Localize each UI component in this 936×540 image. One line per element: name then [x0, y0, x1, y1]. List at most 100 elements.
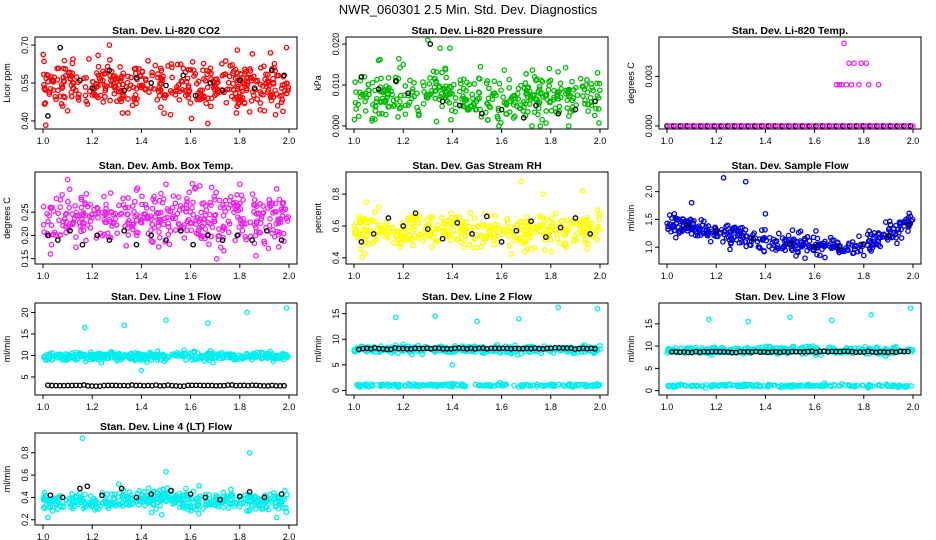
- data-point: [261, 238, 267, 245]
- data-point: [267, 216, 273, 222]
- y-tick-label: 0.6: [20, 469, 30, 482]
- data-point: [95, 356, 101, 363]
- data-point: [503, 111, 510, 118]
- data-point: [736, 228, 743, 235]
- outlier-point: [244, 309, 251, 316]
- data-point: [131, 96, 138, 103]
- data-point: [506, 242, 513, 249]
- data-point: [117, 64, 123, 70]
- data-point: [420, 100, 427, 107]
- x-tick-label: 1.2: [397, 271, 410, 281]
- data-point: [178, 78, 185, 84]
- reference-point: [133, 494, 140, 501]
- data-point: [582, 97, 588, 104]
- page-title: NWR_060301 2.5 Min. Std. Dev. Diagnostic…: [338, 2, 598, 17]
- data-point: [198, 93, 205, 100]
- data-point: [281, 505, 287, 511]
- data-point: [431, 75, 438, 82]
- data-point: [761, 248, 767, 254]
- data-point: [169, 74, 176, 81]
- data-point: [188, 115, 195, 122]
- reference-point: [45, 232, 51, 239]
- data-point: [270, 75, 276, 82]
- data-point: [543, 91, 550, 98]
- outlier-point: [106, 42, 113, 48]
- data-point: [593, 105, 599, 112]
- data-point: [594, 225, 600, 231]
- data-point: [495, 115, 501, 122]
- data-point: [863, 60, 870, 67]
- reference-point: [148, 80, 155, 86]
- reference-point: [587, 231, 594, 237]
- x-tick-label: 1.6: [184, 402, 197, 412]
- data-point: [78, 196, 85, 203]
- data-point: [156, 93, 163, 99]
- data-point: [269, 499, 275, 505]
- outlier-point: [474, 318, 480, 325]
- data-point: [409, 351, 415, 358]
- data-point: [131, 208, 137, 215]
- data-point: [890, 229, 897, 236]
- data-point: [680, 222, 687, 228]
- data-point: [525, 94, 531, 101]
- data-point: [40, 51, 47, 58]
- data-point: [118, 87, 125, 94]
- data-point: [270, 227, 276, 233]
- data-point: [112, 501, 119, 507]
- data-point: [866, 238, 873, 244]
- data-point: [720, 348, 726, 354]
- data-point: [264, 71, 271, 78]
- data-point: [133, 212, 140, 218]
- data-point: [368, 381, 374, 388]
- data-point: [187, 219, 194, 226]
- data-point: [713, 233, 720, 240]
- panel-title: Stan. Dev. Li-820 CO2: [112, 25, 220, 37]
- data-point: [523, 71, 529, 77]
- data-point: [157, 216, 164, 223]
- data-point: [524, 108, 531, 115]
- x-tick-label: 1.0: [661, 136, 674, 146]
- reference-point: [268, 67, 275, 74]
- x-tick-label: 1.0: [37, 136, 50, 146]
- data-point: [254, 96, 261, 102]
- data-point: [177, 496, 183, 503]
- data-point: [264, 89, 271, 95]
- y-tick-label: 0: [644, 388, 654, 393]
- reference-point: [59, 494, 66, 501]
- data-point: [257, 81, 264, 88]
- data-point: [190, 199, 196, 206]
- data-point: [447, 232, 454, 239]
- outlier-point: [594, 207, 601, 213]
- data-point: [495, 105, 502, 112]
- data-point: [469, 348, 475, 355]
- data-point: [149, 72, 156, 79]
- data-point: [529, 67, 536, 74]
- data-point: [145, 57, 151, 64]
- data-point: [379, 95, 386, 102]
- data-point: [571, 349, 578, 356]
- reference-point: [219, 87, 226, 94]
- data-point: [433, 118, 440, 125]
- data-point: [139, 193, 145, 200]
- x-tick-label: 1.4: [135, 532, 148, 540]
- reference-point: [236, 493, 243, 500]
- data-point: [425, 91, 432, 98]
- reference-point: [89, 85, 96, 91]
- data-point: [195, 90, 202, 96]
- reference-point: [79, 241, 86, 248]
- data-point: [41, 81, 47, 88]
- data-point: [78, 228, 84, 235]
- data-point: [73, 234, 79, 240]
- data-point: [214, 79, 221, 86]
- data-point: [591, 112, 598, 119]
- data-point: [165, 223, 172, 230]
- data-point: [757, 383, 764, 389]
- data-point: [515, 235, 522, 242]
- data-point: [59, 191, 65, 198]
- data-point: [146, 89, 152, 96]
- data-point: [461, 244, 467, 251]
- data-point: [69, 490, 75, 497]
- data-point: [569, 78, 575, 85]
- data-point: [517, 218, 524, 225]
